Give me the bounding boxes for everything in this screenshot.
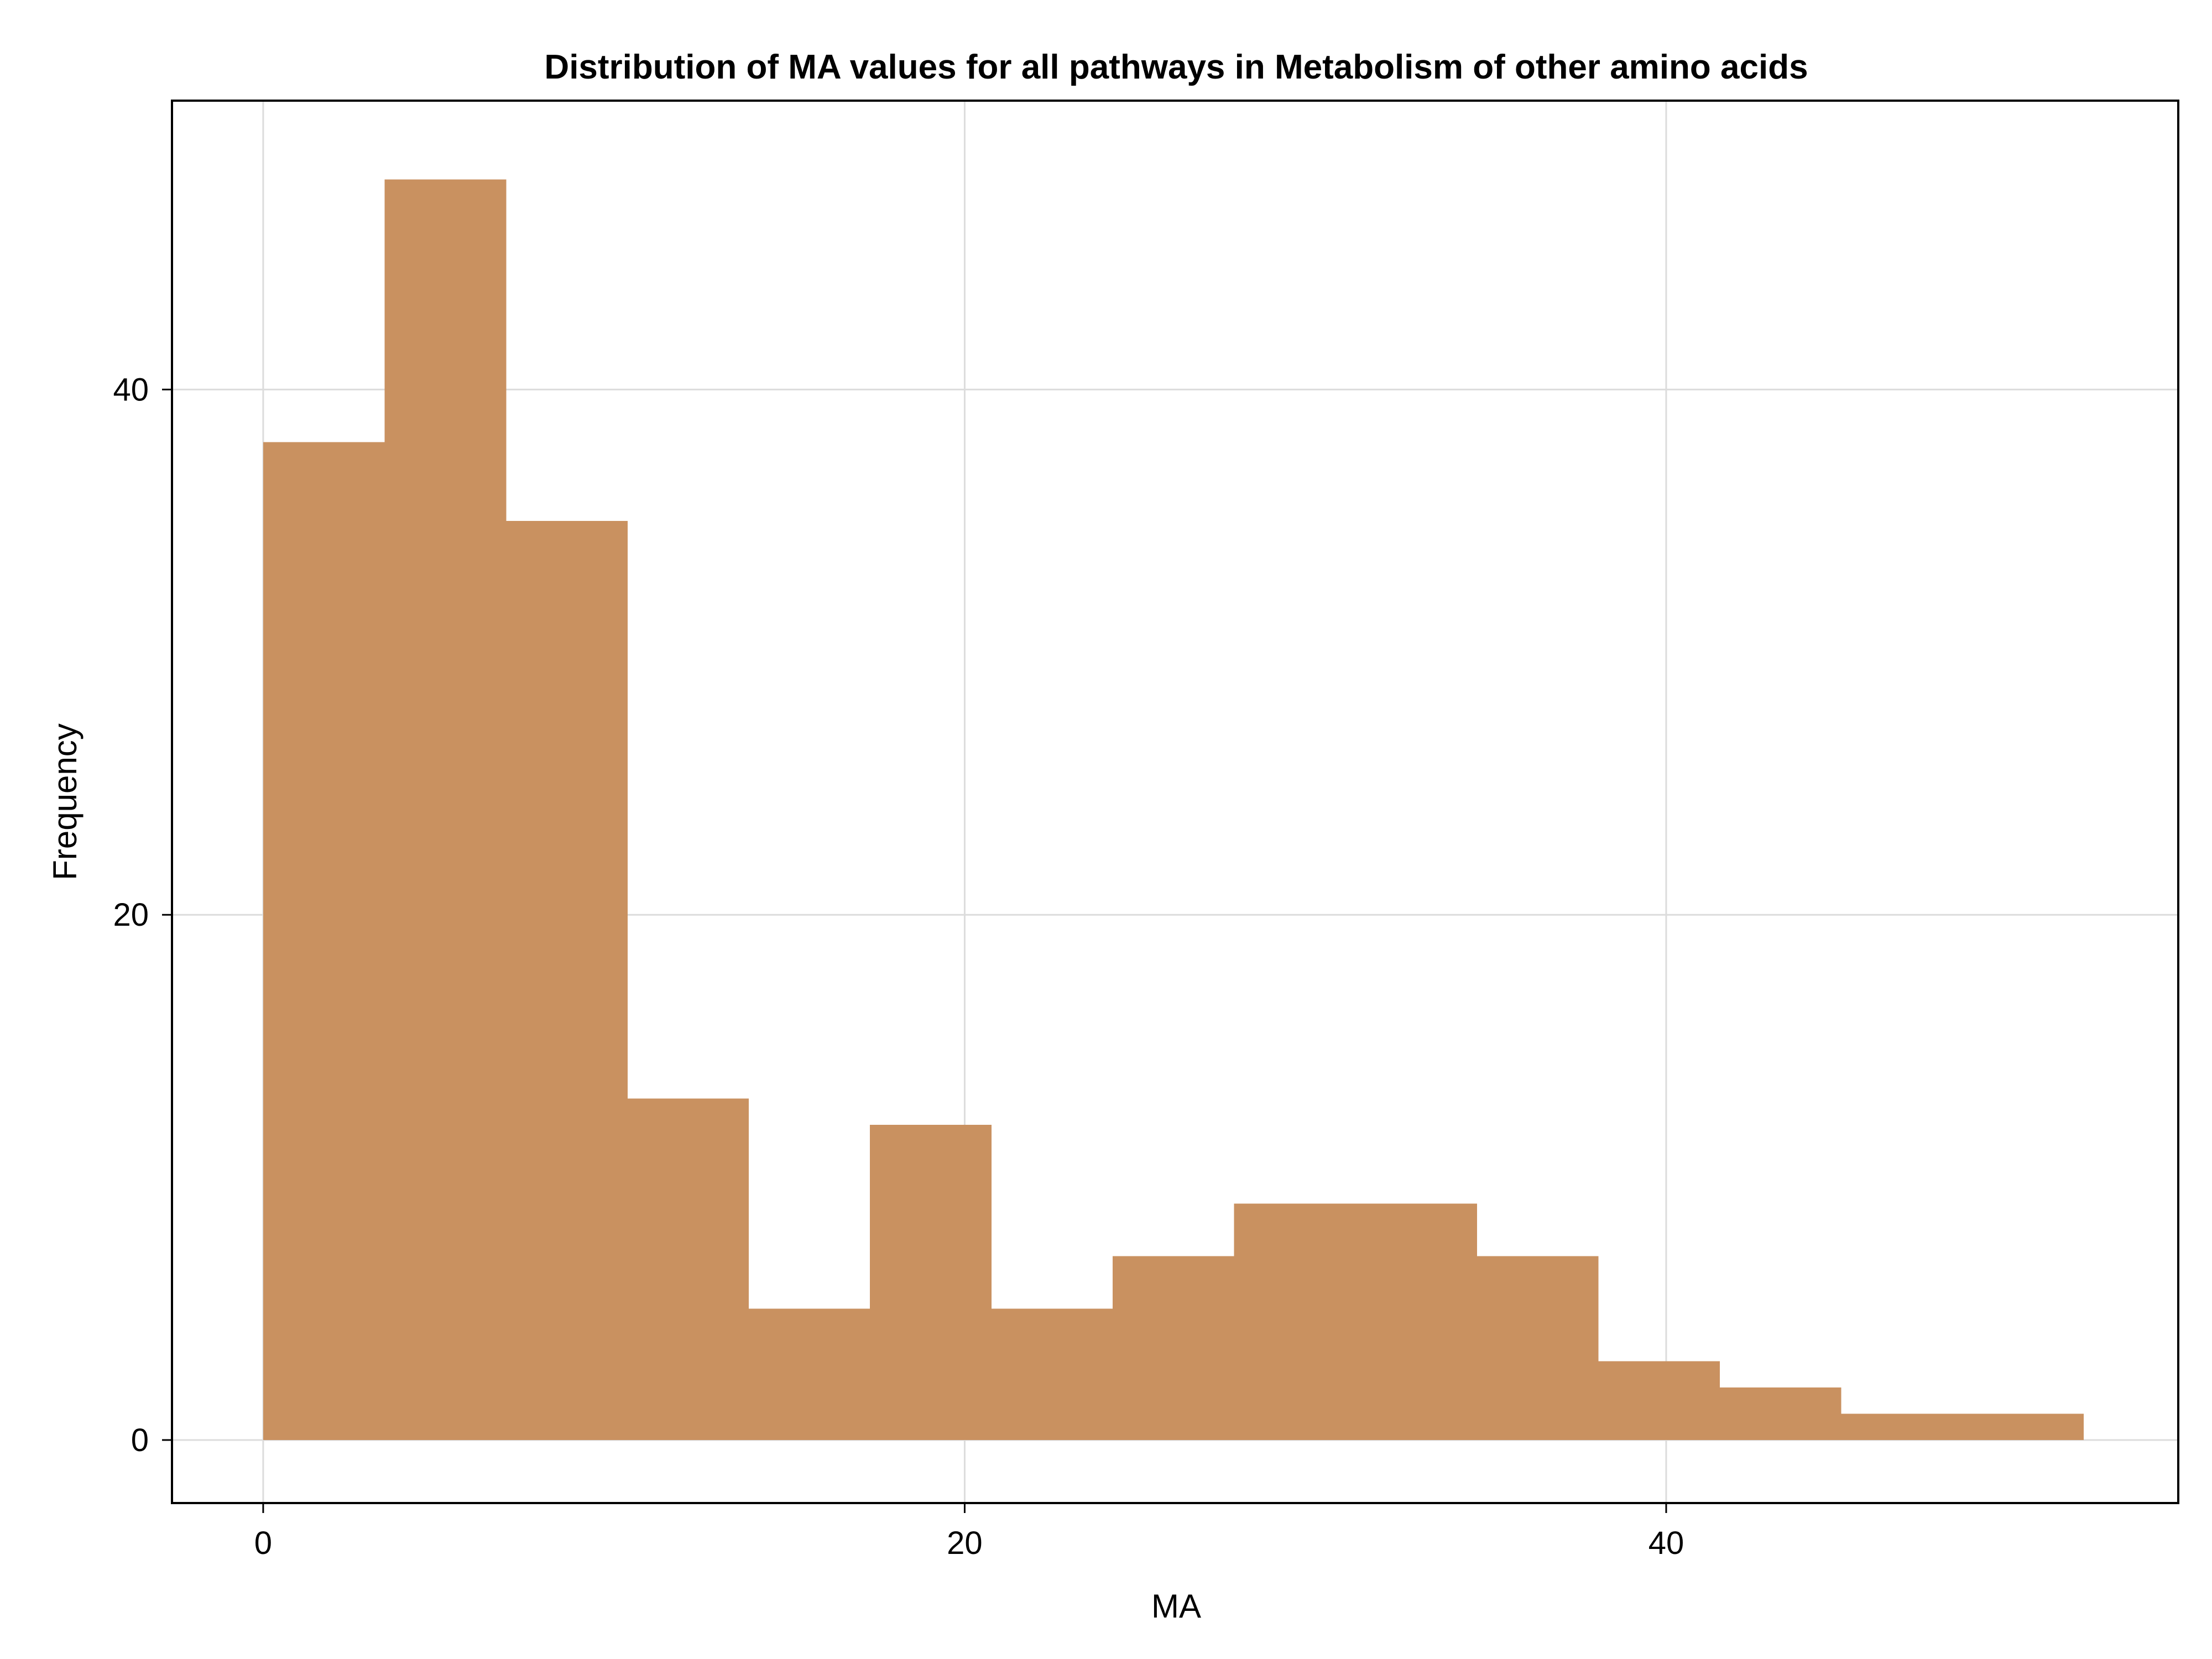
- histogram-bar: [627, 1098, 749, 1441]
- histogram-bar: [1113, 1256, 1235, 1441]
- plot-frame: [171, 100, 2179, 1504]
- histogram-bar: [1962, 1413, 2084, 1441]
- histogram-bar: [384, 179, 507, 1441]
- histogram-bar: [505, 520, 628, 1441]
- y-tick-label: 20: [113, 897, 149, 933]
- histogram-bar: [748, 1308, 870, 1441]
- x-tick-label: 0: [254, 1525, 272, 1561]
- histogram-bar: [1840, 1413, 1963, 1441]
- axis-ticks: 0 20 40 0 20 40: [113, 372, 1684, 1561]
- x-tick-label: 40: [1648, 1525, 1684, 1561]
- x-axis-label: MA: [1151, 1588, 1201, 1625]
- histogram-bar: [1234, 1203, 1356, 1441]
- histogram-bar: [1719, 1387, 1841, 1441]
- chart-title: Distribution of MA values for all pathwa…: [544, 48, 1808, 86]
- histogram-bar: [1477, 1256, 1599, 1441]
- histogram-bar: [1598, 1361, 1720, 1441]
- histogram-bar: [991, 1308, 1113, 1441]
- y-tick-label: 0: [131, 1422, 149, 1458]
- y-axis-label: Frequency: [46, 723, 84, 880]
- histogram-bar: [263, 442, 385, 1441]
- y-tick-label: 40: [113, 372, 149, 408]
- x-tick-label: 20: [947, 1525, 983, 1561]
- histogram-bar: [1355, 1203, 1477, 1441]
- histogram-bars: [263, 179, 2084, 1441]
- histogram-bar: [870, 1125, 992, 1441]
